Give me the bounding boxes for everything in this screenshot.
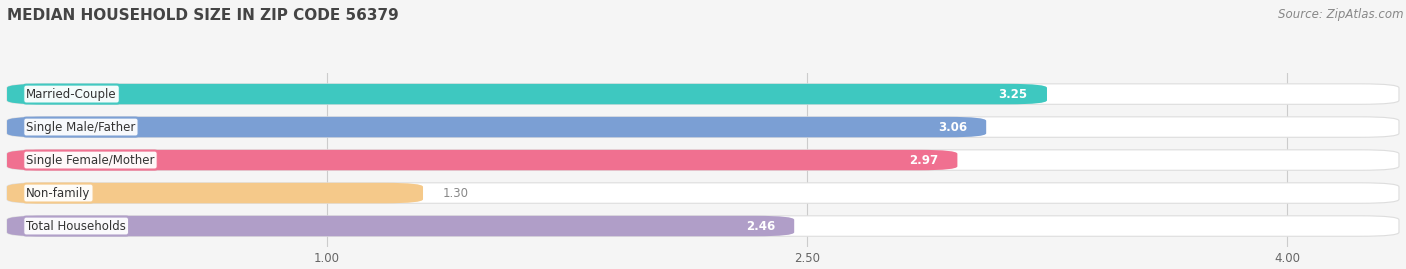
FancyBboxPatch shape	[7, 183, 423, 203]
FancyBboxPatch shape	[7, 117, 986, 137]
FancyBboxPatch shape	[7, 84, 1399, 104]
Text: 2.97: 2.97	[910, 154, 938, 167]
Text: 3.25: 3.25	[998, 88, 1028, 101]
FancyBboxPatch shape	[7, 117, 1399, 137]
FancyBboxPatch shape	[7, 216, 1399, 236]
Text: Total Households: Total Households	[27, 220, 127, 232]
FancyBboxPatch shape	[7, 183, 1399, 203]
FancyBboxPatch shape	[7, 216, 794, 236]
Text: 1.30: 1.30	[443, 186, 468, 200]
Text: Single Male/Father: Single Male/Father	[27, 121, 135, 134]
Text: Non-family: Non-family	[27, 186, 90, 200]
Text: MEDIAN HOUSEHOLD SIZE IN ZIP CODE 56379: MEDIAN HOUSEHOLD SIZE IN ZIP CODE 56379	[7, 8, 399, 23]
Text: Single Female/Mother: Single Female/Mother	[27, 154, 155, 167]
Text: Married-Couple: Married-Couple	[27, 88, 117, 101]
Text: Source: ZipAtlas.com: Source: ZipAtlas.com	[1278, 8, 1403, 21]
FancyBboxPatch shape	[7, 150, 1399, 170]
FancyBboxPatch shape	[7, 150, 957, 170]
Text: 2.46: 2.46	[745, 220, 775, 232]
Text: 3.06: 3.06	[938, 121, 967, 134]
FancyBboxPatch shape	[7, 84, 1047, 104]
